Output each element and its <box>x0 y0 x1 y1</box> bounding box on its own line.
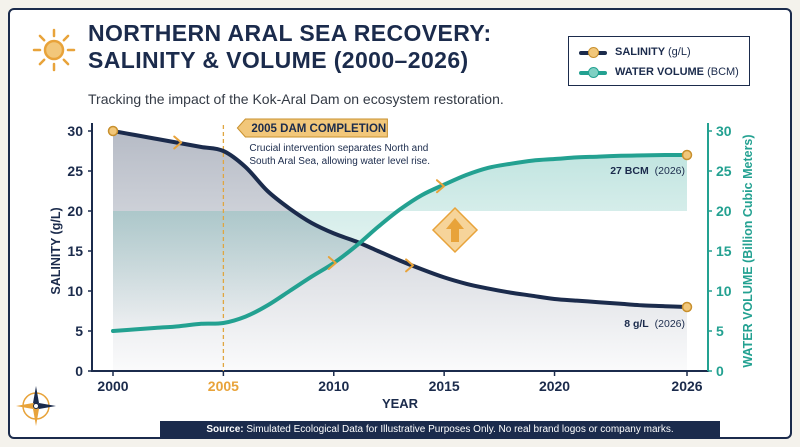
salinity-start-point <box>107 125 119 137</box>
salinity-end-point <box>681 301 693 313</box>
y-tick-label-right: 25 <box>716 163 732 179</box>
chart-title-line2: SALINITY & VOLUME (2000–2026) <box>88 47 469 73</box>
y-tick-label-left: 30 <box>67 123 83 139</box>
chart-title-line1: NORTHERN ARAL SEA RECOVERY: <box>88 20 492 46</box>
y-tick-label-left: 10 <box>67 283 83 299</box>
x-axis-title: YEAR <box>382 396 419 411</box>
legend-unit-salinity: (g/L) <box>667 46 691 58</box>
x-tick-label: 2026 <box>671 378 702 394</box>
x-tick-label: 2000 <box>97 378 128 394</box>
sun-icon <box>32 28 76 77</box>
legend-marker-volume <box>588 67 599 78</box>
salinity-end-value: 8 g/L <box>624 318 649 330</box>
y-tick-label-right: 15 <box>716 243 732 259</box>
annotation-text-line2: South Aral Sea, allowing water level ris… <box>249 156 430 167</box>
y-tick-label-right: 5 <box>716 323 724 339</box>
annotation-text-line1: Crucial intervention separates North and <box>249 143 428 154</box>
source-label: Source: <box>206 424 244 435</box>
legend-label-volume: WATER VOLUME <box>615 66 705 78</box>
volume-direction-arrow <box>327 256 337 270</box>
annotation-title-box <box>236 118 388 138</box>
legend-item-salinity: SALINITY (g/L) <box>615 46 691 58</box>
x-tick-label: 2015 <box>429 378 460 394</box>
y-tick-label-right: 30 <box>716 123 732 139</box>
y-tick-label-right: 10 <box>716 283 732 299</box>
volume-area <box>113 154 687 331</box>
source-text: Simulated Ecological Data for Illustrati… <box>246 424 674 435</box>
y-tick-label-left: 20 <box>67 203 83 219</box>
x-tick-label: 2005 <box>208 378 239 394</box>
x-tick-label: 2010 <box>318 378 349 394</box>
volume-end-year: (2026) <box>655 165 685 177</box>
chart-subtitle: Tracking the impact of the Kok-Aral Dam … <box>88 91 504 107</box>
annotation-title: 2005 DAM COMPLETION <box>251 123 386 135</box>
y-tick-label-left: 15 <box>67 243 83 259</box>
volume-direction-arrow <box>435 179 445 194</box>
y-tick-label-left: 5 <box>75 323 83 339</box>
salinity-line <box>111 129 689 309</box>
legend-unit-volume: (BCM) <box>707 66 739 78</box>
y-axis-right-title: WATER VOLUME (Billion Cubic Meters) <box>741 134 755 367</box>
salinity-direction-arrow <box>405 258 415 273</box>
x-tick-label: 2020 <box>539 378 570 394</box>
legend-marker-salinity <box>588 47 599 58</box>
volume-line <box>111 152 689 333</box>
title-block: NORTHERN ARAL SEA RECOVERY: SALINITY & V… <box>88 20 492 74</box>
source-footer: Source: Simulated Ecological Data for Il… <box>160 421 720 439</box>
volume-end-value: 27 BCM <box>610 165 649 177</box>
y-tick-label-left: 25 <box>67 163 83 179</box>
legend-label-salinity: SALINITY <box>615 46 665 58</box>
salinity-end-year: (2026) <box>655 318 685 330</box>
legend: SALINITY (g/L) WATER VOLUME (BCM) <box>568 36 750 86</box>
y-tick-label-right: 20 <box>716 203 732 219</box>
compass-icon <box>14 384 58 433</box>
y-axis-left-title: SALINITY (g/L) <box>49 207 63 294</box>
salinity-direction-arrow <box>173 135 183 150</box>
y-tick-label-right: 0 <box>716 363 724 379</box>
up-arrow-icon <box>431 206 479 254</box>
volume-end-label: 27 BCM (2026) <box>610 165 685 177</box>
arrow-glyph <box>446 218 464 242</box>
y-tick-label-left: 0 <box>75 363 83 379</box>
salinity-end-label: 8 g/L (2026) <box>624 318 685 330</box>
volume-end-point <box>681 149 693 161</box>
legend-item-volume: WATER VOLUME (BCM) <box>615 66 739 78</box>
